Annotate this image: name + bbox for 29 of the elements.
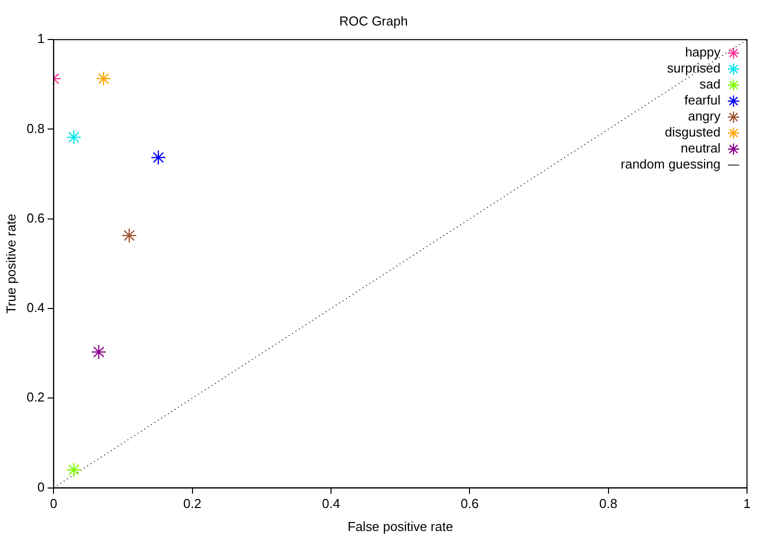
x-tick-label: 0.2 — [183, 496, 202, 512]
point — [66, 462, 82, 478]
y-axis-title: True positive rate — [3, 214, 18, 314]
y-tick-label: 0.6 — [26, 210, 45, 226]
y-tick-label: 0.8 — [26, 120, 45, 136]
legend-label: fearful — [684, 92, 721, 108]
point — [96, 70, 112, 86]
point — [150, 150, 166, 166]
x-axis-title: False positive rate — [348, 518, 454, 534]
y-tick-label: 0.2 — [26, 390, 45, 405]
chart-title: ROC Graph — [339, 13, 408, 28]
x-tick-label: 0.8 — [599, 496, 618, 512]
y-tick-label: 1 — [37, 31, 45, 46]
x-tick-label: 1 — [743, 496, 751, 512]
legend-label: surprised — [667, 60, 720, 76]
legend-label: neutral — [680, 140, 721, 156]
legend-label: random guessing — [620, 156, 720, 172]
y-tick-label: 0.4 — [26, 300, 45, 316]
legend-label: happy — [685, 44, 721, 60]
point — [91, 344, 106, 360]
legend-label: sad — [700, 76, 720, 92]
x-tick-label: 0 — [50, 496, 58, 512]
point — [122, 228, 137, 244]
x-tick-label: 0.6 — [460, 496, 479, 512]
y-tick-label: 0 — [37, 479, 45, 494]
point — [66, 130, 82, 145]
x-tick-label: 0.4 — [322, 496, 340, 512]
legend-label: angry — [688, 108, 721, 124]
legend-label: disgusted — [664, 124, 720, 140]
